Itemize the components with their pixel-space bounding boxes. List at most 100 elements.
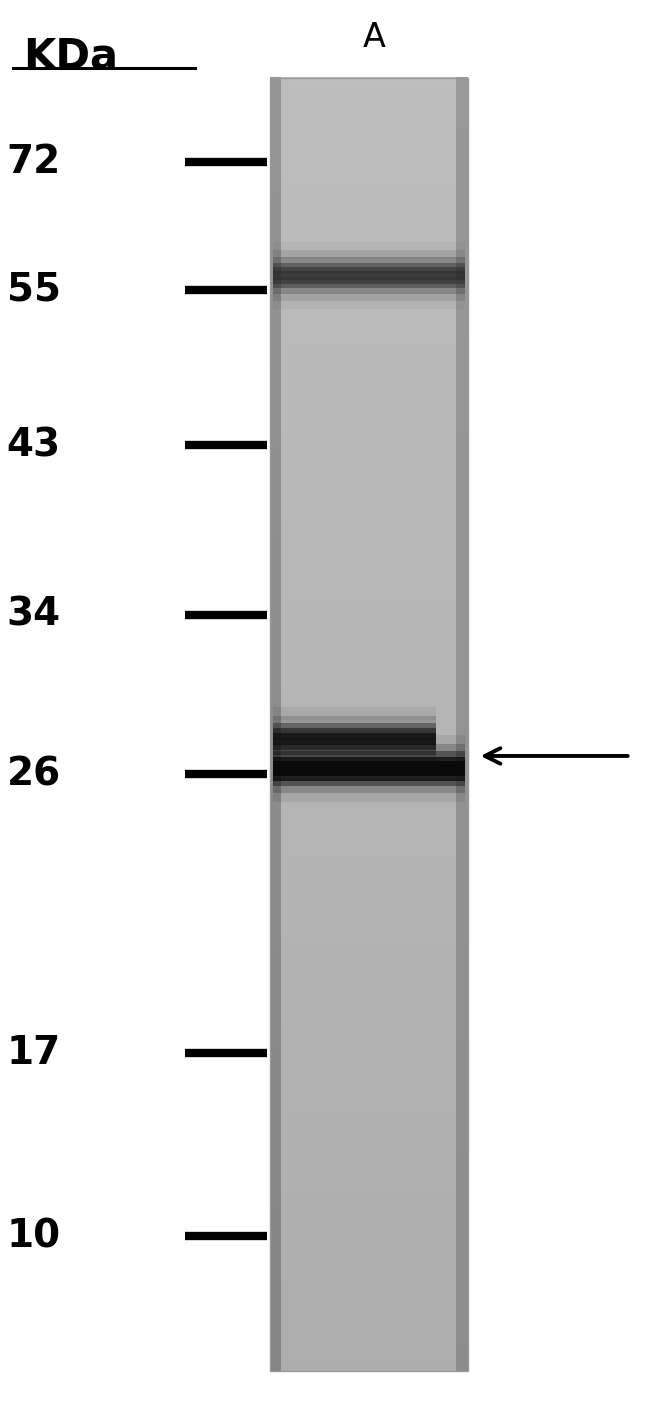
Bar (456, 681, 468, 685)
Bar (456, 595, 468, 599)
Bar (456, 1051, 468, 1056)
Bar (456, 1215, 468, 1219)
Bar (270, 276, 468, 280)
Bar (456, 788, 468, 793)
Bar (456, 1197, 468, 1202)
Bar (270, 934, 468, 940)
Bar (456, 663, 468, 668)
Bar (270, 982, 468, 988)
Bar (456, 879, 468, 883)
Bar (270, 267, 468, 271)
Bar (456, 526, 468, 530)
Bar (270, 835, 281, 841)
Bar (270, 336, 468, 341)
Text: 34: 34 (6, 596, 60, 633)
Bar (456, 305, 468, 311)
Bar (456, 685, 468, 690)
Bar (270, 650, 468, 656)
Bar (270, 952, 468, 957)
Bar (456, 749, 468, 755)
Bar (270, 1188, 281, 1194)
Bar (270, 965, 468, 969)
Bar (456, 530, 468, 534)
Bar (270, 133, 281, 138)
Bar (270, 499, 468, 504)
Bar (270, 961, 468, 965)
Bar (270, 685, 281, 690)
Bar (270, 589, 281, 595)
Bar (270, 797, 281, 801)
Bar (456, 675, 468, 681)
Bar (273, 271, 465, 288)
Bar (270, 698, 281, 702)
Bar (270, 164, 281, 168)
Bar (273, 729, 436, 740)
Bar (270, 1081, 281, 1087)
Bar (270, 219, 281, 225)
Bar (270, 435, 468, 439)
Bar (456, 866, 468, 870)
Bar (270, 461, 468, 466)
Bar (456, 133, 468, 138)
Bar (270, 1030, 281, 1034)
Bar (456, 1060, 468, 1064)
Bar (270, 503, 281, 509)
Bar (456, 521, 468, 526)
Bar (270, 732, 281, 738)
Bar (456, 728, 468, 733)
Bar (270, 1051, 468, 1056)
Bar (456, 1356, 468, 1362)
Bar (270, 715, 281, 719)
Bar (270, 181, 468, 185)
Bar (270, 521, 281, 526)
Bar (456, 1228, 468, 1232)
Bar (270, 801, 468, 805)
Bar (270, 181, 281, 185)
Bar (270, 267, 281, 271)
Bar (456, 1344, 468, 1349)
Bar (270, 103, 468, 107)
Bar (270, 671, 468, 677)
Bar (456, 400, 468, 406)
Bar (270, 999, 281, 1005)
Bar (270, 400, 468, 406)
Bar (270, 1241, 281, 1246)
Bar (270, 271, 468, 276)
Bar (270, 646, 468, 651)
Bar (456, 568, 468, 574)
Bar (270, 818, 468, 824)
Bar (270, 663, 468, 668)
Bar (456, 978, 468, 983)
Bar (270, 681, 281, 685)
Bar (456, 538, 468, 543)
Bar (273, 706, 436, 719)
Bar (456, 1365, 468, 1371)
Bar (270, 1314, 468, 1318)
Bar (270, 326, 281, 332)
Bar (270, 1159, 281, 1164)
Bar (270, 978, 468, 983)
Bar (270, 1279, 281, 1284)
Bar (270, 331, 468, 336)
Bar (270, 263, 468, 267)
Bar (273, 736, 465, 752)
Bar (456, 1180, 468, 1186)
Bar (270, 141, 468, 147)
Bar (456, 698, 468, 702)
Bar (270, 469, 468, 475)
Bar (456, 1003, 468, 1009)
Bar (270, 637, 468, 643)
Bar (456, 103, 468, 107)
Bar (456, 599, 468, 603)
Bar (456, 1279, 468, 1284)
Bar (270, 1060, 468, 1064)
Bar (456, 146, 468, 151)
Bar (456, 1361, 468, 1366)
Bar (270, 986, 281, 992)
Bar (270, 250, 468, 254)
Bar (270, 957, 468, 961)
Bar (456, 930, 468, 935)
Bar (270, 913, 281, 918)
Bar (456, 1184, 468, 1190)
Bar (270, 473, 468, 479)
